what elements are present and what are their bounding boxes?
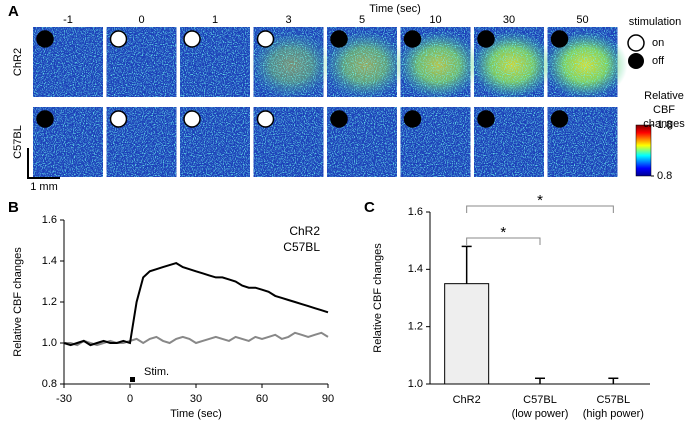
stim-indicator	[36, 30, 54, 48]
stim-on: on	[652, 37, 664, 49]
time-label: 3	[285, 14, 291, 26]
panel-label: C	[364, 199, 375, 216]
x-tick-label: ChR2	[452, 394, 481, 406]
stim-indicator	[256, 110, 275, 128]
stim-indicator	[477, 30, 495, 48]
bar	[444, 283, 490, 385]
stim-off-icon	[628, 53, 644, 69]
y-axis-title: Relative CBF changes	[372, 243, 384, 353]
significance-label: *	[500, 224, 506, 241]
stim-indicator	[550, 30, 569, 48]
stim-off: off	[652, 55, 665, 67]
time-label: 10	[429, 14, 441, 26]
stim-title: stimulation	[629, 16, 682, 28]
x-tick-label: 60	[256, 393, 268, 405]
stim-indicator	[36, 110, 54, 128]
x-tick-label: -30	[56, 393, 72, 405]
stim-indicator	[550, 110, 569, 128]
time-label: 30	[503, 14, 515, 26]
series-line	[63, 262, 329, 347]
y-tick-label: 1.6	[42, 214, 57, 226]
y-tick-label: 1.4	[408, 263, 423, 275]
stim-indicator	[330, 30, 348, 48]
x-tick-label: 0	[127, 393, 133, 405]
stim-indicator	[403, 30, 422, 48]
time-title: Time (sec)	[369, 3, 421, 15]
significance-label: *	[537, 192, 543, 209]
scale-label: 1 mm	[30, 181, 58, 193]
row-label: ChR2	[12, 48, 24, 76]
legend-entry: C57BL	[283, 240, 320, 254]
time-label: 0	[138, 14, 144, 26]
significance-bracket	[466, 205, 614, 213]
y-tick-label: 1.2	[42, 296, 57, 308]
time-label: -1	[63, 14, 73, 26]
x-axis-title: Time (sec)	[170, 408, 222, 420]
panel-label: A	[8, 3, 19, 20]
colorbar-tick-label: 1.8	[657, 119, 672, 131]
x-tick-label: 30	[190, 393, 202, 405]
stim-indicator	[183, 110, 201, 128]
series-line	[64, 331, 329, 347]
stim-indicator	[109, 110, 128, 128]
time-label: 50	[576, 14, 588, 26]
scale-bar	[27, 148, 60, 179]
time-label: 5	[359, 14, 365, 26]
stim-indicator	[183, 30, 201, 48]
stim-indicator	[403, 110, 422, 128]
stim-indicator	[109, 30, 128, 48]
y-tick-label: 1.6	[408, 206, 423, 218]
x-tick-label: C57BL (low power)	[511, 394, 569, 420]
significance-bracket	[466, 237, 541, 245]
colorbar-title: Relative CBF changes	[643, 90, 685, 130]
time-label: 1	[212, 14, 218, 26]
colorbar	[635, 124, 652, 177]
y-axis-title: Relative CBF changes	[12, 247, 24, 357]
row-label: C57BL	[12, 125, 24, 159]
legend-entry: ChR2	[289, 224, 320, 238]
y-tick-label: 1.0	[42, 337, 57, 349]
y-tick-label: 1.4	[42, 255, 57, 267]
y-tick-label: 1.0	[408, 378, 423, 390]
stim-marker	[130, 377, 135, 382]
annotation: Stim.	[144, 366, 169, 378]
y-tick-label: 0.8	[42, 378, 57, 390]
stim-indicator	[477, 110, 495, 128]
panel-label: B	[8, 199, 19, 216]
colorbar-tick-label: 0.8	[657, 170, 672, 182]
x-tick-label: 90	[322, 393, 334, 405]
x-tick-label: C57BL (high power)	[582, 394, 644, 420]
y-tick-label: 1.2	[408, 321, 423, 333]
stim-indicator	[330, 110, 348, 128]
stim-indicator	[256, 30, 275, 48]
stim-on-icon	[627, 34, 645, 52]
